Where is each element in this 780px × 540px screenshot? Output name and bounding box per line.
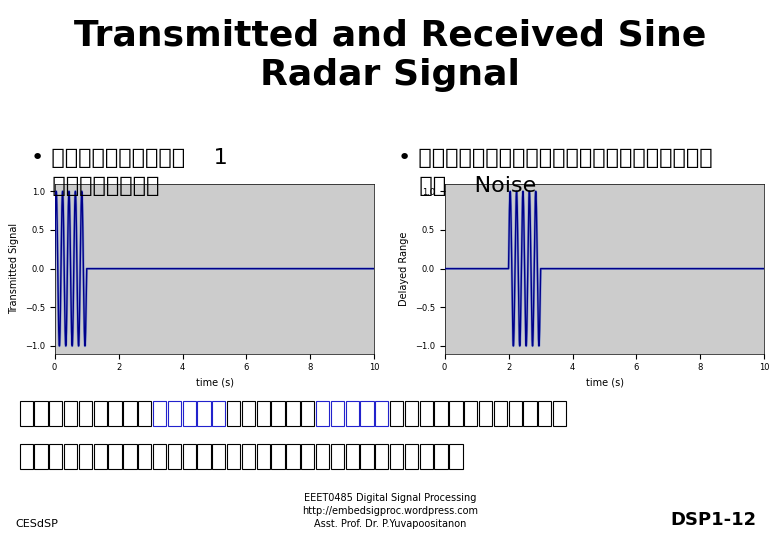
Text: • สญญาณส่งไป    1: • สญญาณส่งไป 1 <box>31 148 228 168</box>
Text: รูปคลื่น: รูปคลื่น <box>31 176 160 195</box>
Text: EEET0485 Digital Signal Processing
http://embedsigproc.wordpress.com
Asst. Prof.: EEET0485 Digital Signal Processing http:… <box>302 493 478 529</box>
Y-axis label: Delayed Range: Delayed Range <box>399 232 410 306</box>
Text: มม    Noise: มม Noise <box>398 176 536 195</box>
Text: DSP1-12: DSP1-12 <box>671 511 757 529</box>
Text: Transmitted and Received Sine
Radar Signal: Transmitted and Received Sine Radar Sign… <box>74 19 706 92</box>
Y-axis label: Transmitted Signal: Transmitted Signal <box>9 223 20 314</box>
X-axis label: time (s): time (s) <box>196 378 233 388</box>
Text: CESdSP: CESdSP <box>16 519 58 529</box>
Text: • สญญาณที่รับได้โดยไม่มี: • สญญาณที่รับได้โดยไม่มี <box>398 148 712 168</box>
X-axis label: time (s): time (s) <box>586 378 623 388</box>
